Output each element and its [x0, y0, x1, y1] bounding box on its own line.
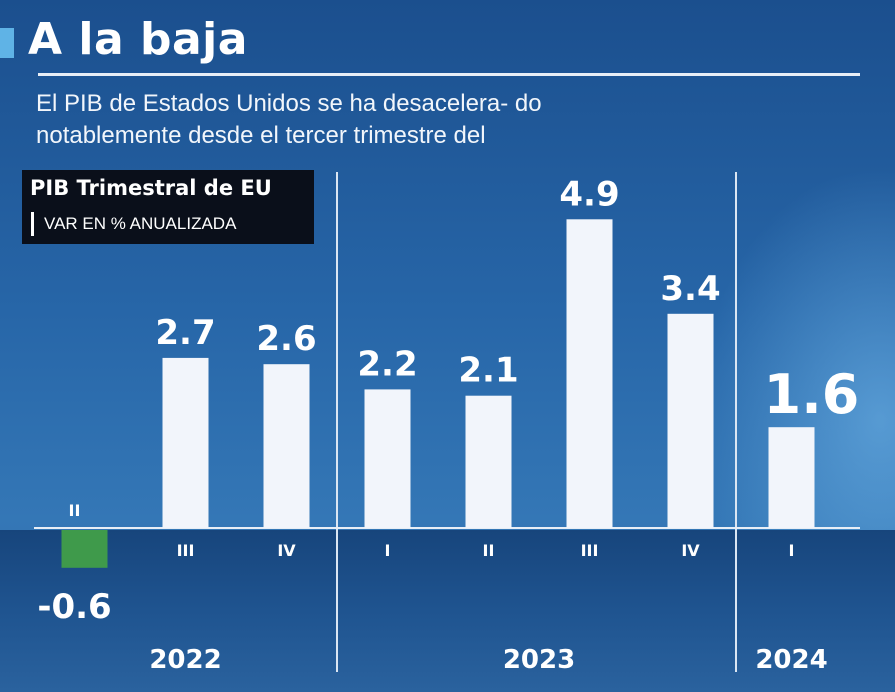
title-accent-bar	[0, 28, 14, 58]
quarter-label-1: II	[69, 501, 81, 520]
quarter-label-4: I	[385, 541, 391, 560]
quarter-label-2: III	[177, 541, 195, 560]
value-label-4: 2.2	[357, 344, 417, 384]
chart-label-box: PIB Trimestral de EU VAR EN % ANUALIZADA	[22, 170, 314, 244]
bar-7	[667, 313, 714, 528]
quarter-label-3: IV	[277, 541, 296, 560]
value-label-7: 3.4	[660, 269, 720, 309]
year-label-2022: 2022	[149, 645, 221, 675]
year-label-2023: 2023	[503, 645, 575, 675]
bar-6	[566, 219, 613, 529]
bar-3	[263, 364, 310, 528]
value-label-8: 1.6	[764, 363, 860, 426]
subheadline: El PIB de Estados Unidos se ha desaceler…	[36, 90, 542, 149]
year-label-2024: 2024	[755, 645, 827, 675]
value-label-3: 2.6	[256, 319, 316, 359]
quarter-label-8: I	[789, 541, 795, 560]
headline: A la baja	[28, 14, 248, 65]
bar-1	[61, 530, 108, 568]
chart-units: VAR EN % ANUALIZADA	[44, 214, 237, 233]
lower-band	[0, 530, 895, 692]
value-label-2: 2.7	[155, 313, 215, 353]
chart-label-divider	[31, 212, 34, 236]
quarter-label-7: IV	[681, 541, 700, 560]
value-label-6: 4.9	[559, 174, 619, 214]
quarter-label-6: III	[581, 541, 599, 560]
title-underline	[38, 73, 860, 76]
bar-4	[364, 389, 411, 528]
quarter-label-5: II	[483, 541, 495, 560]
chart-title: PIB Trimestral de EU	[30, 176, 272, 200]
bar-5	[465, 395, 512, 528]
bar-2	[162, 357, 209, 528]
bar-8	[768, 427, 815, 528]
value-label-5: 2.1	[458, 351, 518, 391]
value-label-1: -0.6	[37, 587, 111, 627]
